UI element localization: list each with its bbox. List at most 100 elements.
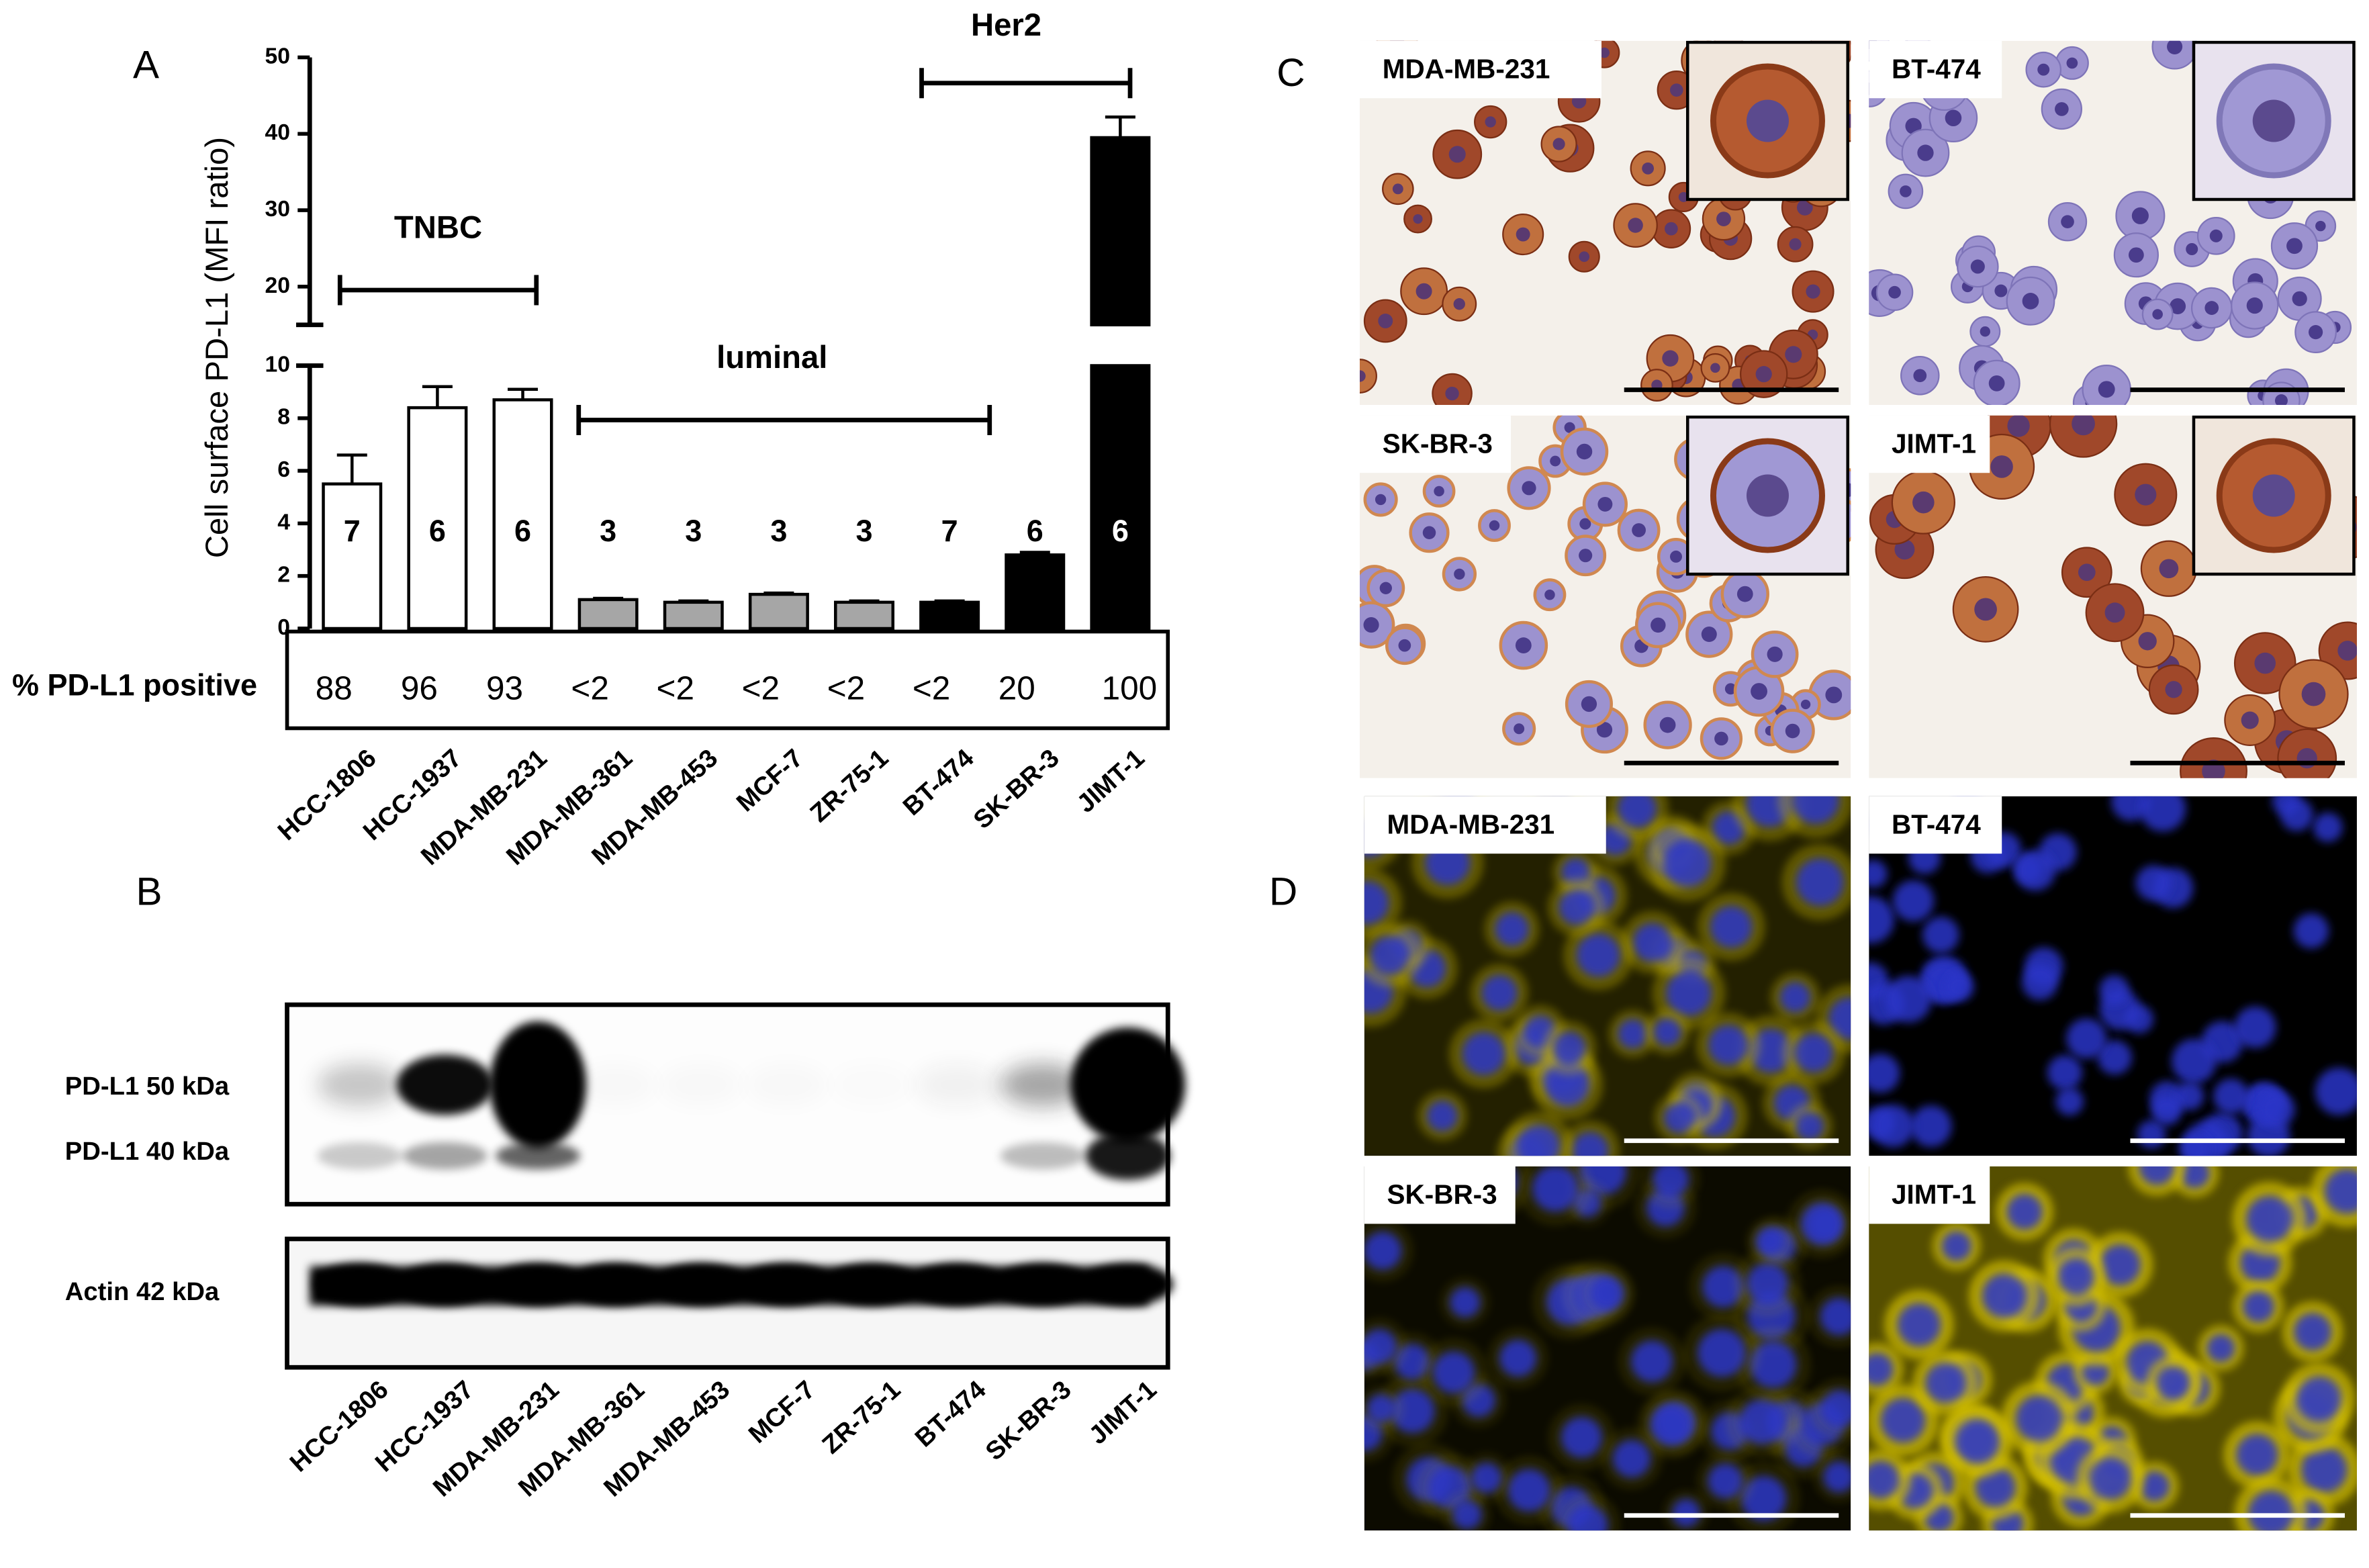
nucleus (1869, 860, 1888, 888)
nucleus (1941, 1231, 1971, 1261)
label-box (1364, 796, 1606, 854)
y-tick-label: 30 (265, 196, 290, 222)
nucleus (1974, 598, 1997, 621)
panel-label: C (1276, 51, 1305, 95)
nucleus (1544, 1062, 1590, 1107)
nucleus (1379, 582, 1392, 594)
nucleus (1378, 314, 1393, 328)
nucleus (2258, 1091, 2295, 1128)
nucleus (1795, 1111, 1824, 1141)
nucleus (2089, 1457, 2132, 1500)
nucleus (1485, 116, 1496, 128)
nucleus (1631, 1340, 1673, 1383)
nucleus (2097, 1040, 2132, 1075)
group-label: TNBC (394, 210, 482, 245)
nucleus (1653, 1017, 1681, 1046)
nucleus (2280, 798, 2313, 831)
nucleus (2301, 1446, 2348, 1493)
label-box (1869, 40, 2002, 99)
micrograph: BT-474 (1869, 796, 2357, 1156)
nucleus (2022, 292, 2039, 310)
nucleus (1597, 496, 1613, 512)
nucleus (1794, 1033, 1834, 1072)
micrograph-image: JIMT-1 (1869, 1166, 2357, 1531)
nucleus (2007, 415, 2030, 437)
nucleus (2248, 1490, 2294, 1531)
nucleus (2014, 849, 2056, 891)
nucleus (1515, 637, 1532, 653)
nucleus (2292, 291, 2307, 307)
table-value: 96 (401, 670, 438, 706)
n-label: 7 (941, 514, 958, 548)
bar (1090, 136, 1151, 326)
nucleus (1955, 1419, 2000, 1465)
nucleus (2313, 813, 2343, 842)
nucleus (1913, 369, 1927, 383)
nucleus (2061, 215, 2074, 229)
bar (834, 600, 895, 631)
nucleus (1507, 1469, 1550, 1512)
nucleus (1663, 1102, 1696, 1134)
nucleus (1880, 1397, 1926, 1443)
band-label: PD-L1 40 kDa (65, 1137, 230, 1166)
nucleus (1579, 251, 1590, 263)
nucleus (1821, 1389, 1851, 1427)
table-box (285, 629, 1170, 731)
nucleus (1970, 259, 1985, 274)
band (1000, 1063, 1085, 1106)
micrograph: MDA-MB-231 (1359, 40, 1851, 405)
nucleus (2167, 40, 2183, 54)
nucleus (2170, 298, 2186, 314)
nucleus (1885, 975, 1932, 1023)
y-tick-label: 10 (265, 351, 290, 377)
nucleus (1785, 723, 1800, 739)
nucleus (1453, 298, 1465, 310)
nucleus (2309, 325, 2323, 340)
nucleus (2078, 563, 2096, 582)
nucleus (1869, 896, 1894, 944)
nucleus (1945, 109, 1962, 127)
nucleus (1462, 1032, 1505, 1076)
nucleus (1550, 455, 1561, 467)
table-value: <2 (827, 670, 865, 706)
nucleus (1532, 1166, 1579, 1212)
band (496, 1142, 581, 1170)
nucleus (1632, 923, 1672, 962)
nucleus (1672, 1499, 1700, 1527)
nucleus (1434, 486, 1444, 497)
band (573, 1064, 658, 1106)
micrograph-label: BT-474 (1892, 809, 1981, 839)
n-label: 3 (600, 514, 616, 548)
nucleus (2274, 394, 2288, 405)
group-label: luminal (716, 340, 827, 375)
nucleus (1708, 1025, 1749, 1066)
nucleus (1450, 1287, 1481, 1318)
nucleus (1779, 982, 1811, 1013)
table-value: <2 (913, 670, 950, 706)
nucleus (1669, 550, 1682, 563)
micrograph-image: MDA-MB-231 (1359, 40, 1851, 405)
micrograph: JIMT-1 (1869, 415, 2357, 778)
nucleus (2175, 1081, 2204, 1111)
nucleus (2293, 1313, 2332, 1351)
nucleus (2254, 652, 2276, 674)
nucleus (1797, 199, 1813, 216)
micrograph: BT-474 (1869, 40, 2357, 405)
n-label: 3 (685, 514, 702, 548)
nucleus (1617, 796, 1657, 828)
nucleus (1792, 796, 1839, 825)
nucleus (2057, 1258, 2095, 1295)
nucleus (2131, 207, 2149, 224)
nucleus (1800, 1202, 1844, 1246)
y-tick-label: 8 (277, 404, 290, 430)
nucleus (1749, 1340, 1797, 1388)
nucleus (2315, 220, 2326, 232)
label-box (1364, 1166, 1516, 1224)
micrograph-image: MDA-MB-231 (1364, 796, 1851, 1156)
micrograph: SK-BR-3 (1359, 415, 1851, 778)
nucleus (1785, 346, 1802, 363)
inset-nucleus (2252, 474, 2295, 517)
nucleus (1945, 972, 1974, 1002)
nucleus (2236, 1434, 2278, 1476)
inset-nucleus (1746, 99, 1789, 142)
